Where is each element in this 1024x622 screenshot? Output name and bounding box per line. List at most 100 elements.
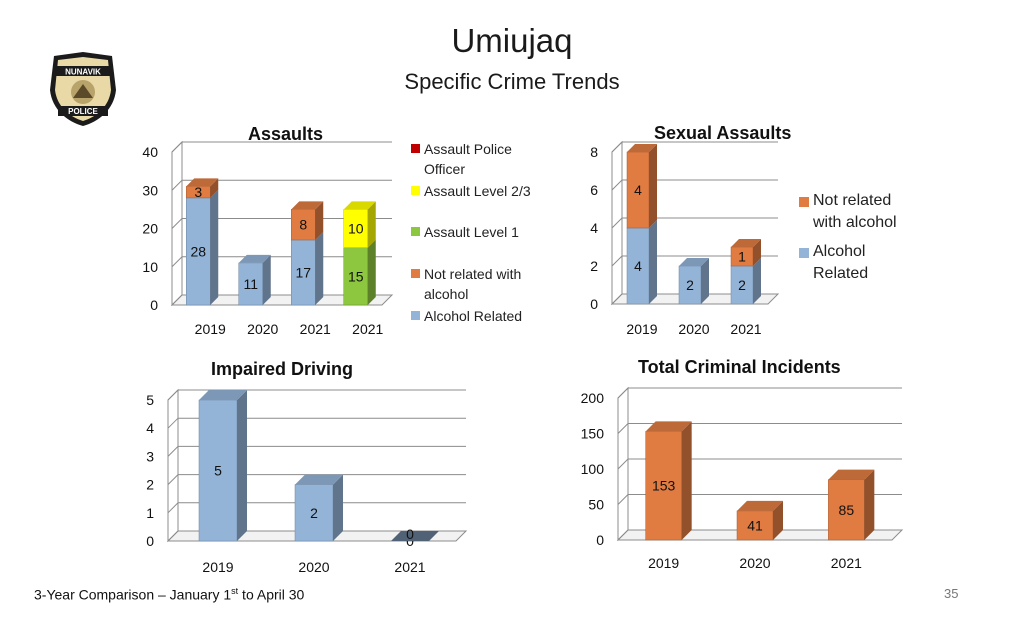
data-label: 10: [348, 221, 364, 237]
y-tick-label: 200: [581, 390, 605, 406]
gridline: [611, 293, 778, 305]
bar-side: [315, 231, 324, 305]
bar-segment: [645, 431, 682, 541]
legend-label: Assault Police Officer: [424, 141, 512, 177]
chart-assaults: 0 10 20 30 40 2019 28 3 2020 11 2021 17 8 2021 15 10: [142, 140, 394, 337]
bar-side: [315, 201, 324, 240]
chart-title-sexual-assaults: Sexual Assaults: [654, 123, 792, 143]
legend-item-level-1: Assault Level 1: [411, 222, 519, 242]
x-category-label: 2020: [678, 321, 709, 337]
gridline: [611, 179, 778, 191]
bar-side: [367, 239, 376, 305]
chart-title-impaired-driving: Impaired Driving: [211, 359, 354, 379]
x-category-label: 2019: [626, 321, 657, 337]
bar-top: [238, 254, 271, 263]
bar-side: [333, 474, 343, 541]
y-tick-label: 0: [596, 532, 604, 548]
legend-swatch: [411, 144, 420, 153]
x-category-label: 2021: [831, 555, 862, 571]
gridline: [611, 217, 778, 229]
gridline: [171, 141, 392, 153]
legend-label: Alcohol Related: [424, 308, 523, 324]
chart-side-wall: [167, 388, 179, 543]
footer-superscript: st: [231, 586, 239, 596]
x-category-label: 2020: [247, 321, 278, 337]
data-label: 41: [747, 517, 763, 533]
data-label: 2: [738, 277, 746, 293]
bar-top: [731, 239, 761, 247]
bar-segment: [736, 510, 774, 541]
y-tick-label: 1: [146, 505, 154, 521]
x-category-label: 2021: [300, 321, 331, 337]
data-label: 4: [634, 258, 642, 274]
gridline: [617, 423, 902, 434]
bar-side: [773, 500, 783, 540]
bar-side: [210, 178, 219, 198]
legend-swatch: [411, 186, 420, 195]
bar-top: [291, 201, 324, 210]
bar-side: [649, 144, 657, 228]
chart-sexual-assaults: 0 2 4 6 8 2019 4 4 2020 2 2021 2 1: [590, 140, 780, 337]
bar-side: [262, 254, 271, 305]
gridline: [617, 529, 902, 541]
x-category-label: 2020: [298, 559, 329, 575]
bar-segment: [828, 479, 865, 541]
bar-side: [681, 421, 692, 540]
data-label: 85: [839, 502, 855, 518]
y-tick-label: 4: [146, 420, 154, 436]
legend-item-police-officer: Assault Police Officer: [411, 139, 524, 179]
gridline: [611, 255, 778, 267]
bar-top: [295, 474, 343, 485]
data-label: 153: [652, 478, 676, 494]
y-tick-label: 20: [142, 221, 158, 237]
legend-swatch: [799, 248, 809, 258]
bar-top: [679, 258, 709, 266]
legend-item-alcohol-related: Alcohol Related: [799, 241, 883, 285]
chart-title-total-incidents: Total Criminal Incidents: [638, 357, 841, 377]
bar-side: [864, 469, 875, 540]
bar-flat: [391, 531, 439, 541]
data-label: 2: [686, 277, 694, 293]
bar-top: [186, 178, 219, 187]
y-tick-label: 3: [146, 448, 154, 464]
x-category-label: 2019: [195, 321, 226, 337]
gridline: [617, 387, 902, 399]
gridline: [167, 530, 466, 542]
y-tick-label: 0: [590, 296, 598, 312]
bar-segment: [343, 209, 368, 248]
y-tick-label: 0: [146, 533, 154, 549]
y-tick-label: 40: [142, 144, 158, 160]
bar-side: [210, 189, 219, 305]
bar-segment: [186, 197, 211, 306]
gridline: [171, 179, 392, 191]
data-label: 3: [194, 184, 202, 200]
chart-title-assaults: Assaults: [248, 124, 324, 144]
x-category-label: 2019: [648, 555, 679, 571]
bar-side: [367, 201, 376, 248]
x-category-label: 2021: [730, 321, 761, 337]
gridline: [167, 417, 466, 429]
bar-top: [737, 500, 783, 511]
bar-segment: [294, 484, 334, 542]
legend-item-alcohol-related: Alcohol Related: [411, 306, 523, 326]
x-category-label: 2021: [394, 559, 425, 575]
gridline: [167, 389, 466, 401]
bar-segment: [238, 262, 263, 306]
data-label: 8: [299, 217, 307, 233]
gridline: [167, 474, 466, 485]
y-tick-label: 2: [146, 477, 154, 493]
legend-swatch: [411, 311, 420, 320]
bar-top: [828, 469, 875, 480]
bar-top: [343, 201, 376, 210]
y-tick-label: 30: [142, 182, 158, 198]
gridline: [167, 502, 466, 514]
gridline: [611, 141, 778, 153]
y-tick-label: 10: [142, 259, 158, 275]
gridline: [617, 494, 902, 505]
chart-total-incidents: 0 50 100 150 200 2019 153 2020 41 2021 85: [581, 386, 904, 571]
bar-side: [753, 239, 761, 266]
y-tick-label: 2: [590, 258, 598, 274]
page-number: 35: [944, 586, 959, 601]
bar-top: [199, 390, 247, 400]
